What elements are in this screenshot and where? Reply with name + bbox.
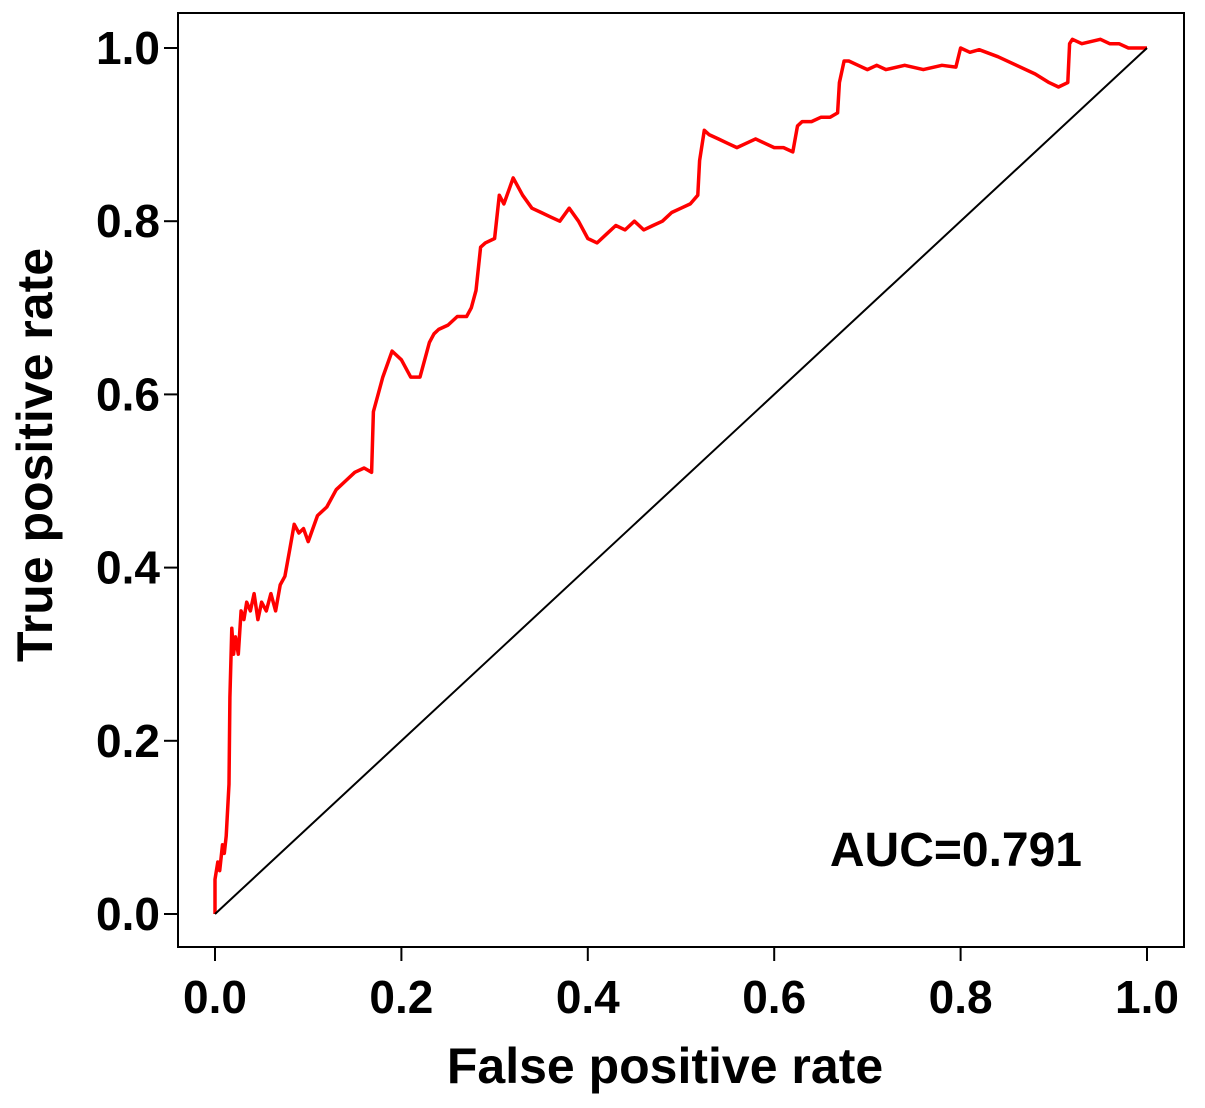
y-axis-title: True positive rate bbox=[7, 248, 63, 662]
x-axis-title: False positive rate bbox=[447, 1038, 883, 1094]
y-tick-label: 0.4 bbox=[96, 542, 160, 594]
y-tick-label: 0.0 bbox=[96, 888, 160, 940]
x-tick-label: 1.0 bbox=[1115, 971, 1179, 1023]
x-tick-label: 0.8 bbox=[929, 971, 993, 1023]
y-tick-label: 0.8 bbox=[96, 195, 160, 247]
y-tick-label: 0.2 bbox=[96, 715, 160, 767]
x-tick-label: 0.2 bbox=[369, 971, 433, 1023]
plot-frame bbox=[177, 12, 1185, 948]
x-tick-label: 0.6 bbox=[742, 971, 806, 1023]
auc-annotation: AUC=0.791 bbox=[830, 824, 1082, 877]
y-tick-label: 1.0 bbox=[96, 22, 160, 74]
reference-diagonal-line bbox=[214, 47, 1148, 915]
x-tick-label: 0.4 bbox=[556, 971, 620, 1023]
series-layer bbox=[213, 37, 1148, 915]
x-tick-label: 0.0 bbox=[183, 971, 247, 1023]
y-tick-label: 0.6 bbox=[96, 368, 160, 420]
y-axis: 0.0 0.2 0.4 0.6 0.8 1.0 bbox=[96, 22, 178, 940]
roc-curve-line bbox=[213, 37, 1147, 914]
x-axis: 0.0 0.2 0.4 0.6 0.8 1.0 bbox=[183, 947, 1179, 1023]
